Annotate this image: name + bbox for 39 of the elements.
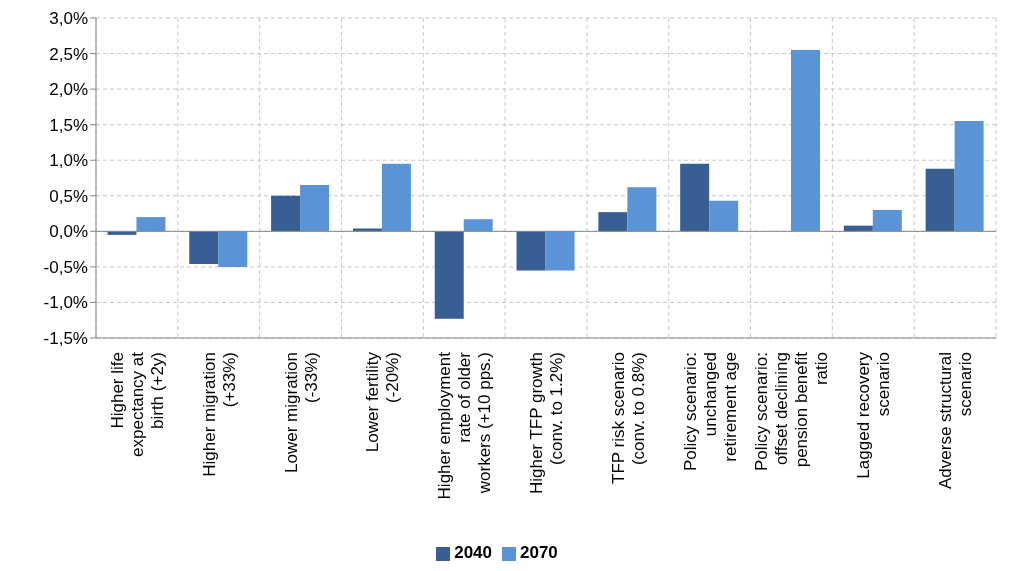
x-tick-label: TFP risk scenario (conv. to 0.8%): [608, 352, 648, 484]
x-tick-label: Higher life expectancy at birth (+2y): [107, 351, 167, 457]
bar: [709, 200, 739, 232]
legend-label: 2040: [454, 543, 492, 562]
bar: [545, 231, 575, 271]
y-tick-label: 0,5%: [49, 186, 88, 206]
bar: [381, 163, 411, 232]
bar: [136, 217, 166, 232]
bar: [434, 231, 464, 319]
bar: [791, 50, 820, 232]
bar: [189, 231, 219, 265]
y-tick-label: 2,0%: [49, 80, 88, 100]
y-tick-label: 0,0%: [49, 222, 88, 242]
bar: [598, 212, 628, 232]
x-tick-label: Lower fertility (-20%): [363, 351, 403, 453]
y-tick-label: 3,0%: [49, 9, 88, 29]
legend-label: 2070: [520, 543, 558, 562]
bar: [463, 219, 493, 232]
y-tick-label: -0,5%: [43, 257, 88, 277]
bar: [271, 195, 301, 232]
bar: [925, 168, 955, 232]
y-tick-label: -1,0%: [43, 293, 88, 313]
x-tick-label: Lower migration (-33%): [281, 352, 321, 473]
bar: [627, 187, 657, 232]
y-tick-label: -1,5%: [43, 329, 88, 349]
bar: [300, 185, 330, 232]
x-tick-label: Higher migration (+33%): [199, 352, 239, 477]
bar: [516, 231, 546, 271]
bar: [680, 163, 710, 232]
x-tick-label: Policy scenario: unchanged retirement age: [680, 352, 740, 472]
y-tick-label: 1,5%: [49, 115, 88, 135]
bar: [352, 228, 382, 232]
x-tick-label: Higher TFP growth (conv. to 1.2%): [527, 352, 566, 495]
bar: [218, 231, 248, 267]
bar: [954, 121, 984, 232]
bar: [872, 210, 902, 232]
y-tick-label: 2,5%: [49, 44, 88, 64]
y-tick-label: 1,0%: [49, 151, 88, 171]
x-tick-label: Higher employment rate of older workers (+10 pps.): [435, 351, 495, 500]
